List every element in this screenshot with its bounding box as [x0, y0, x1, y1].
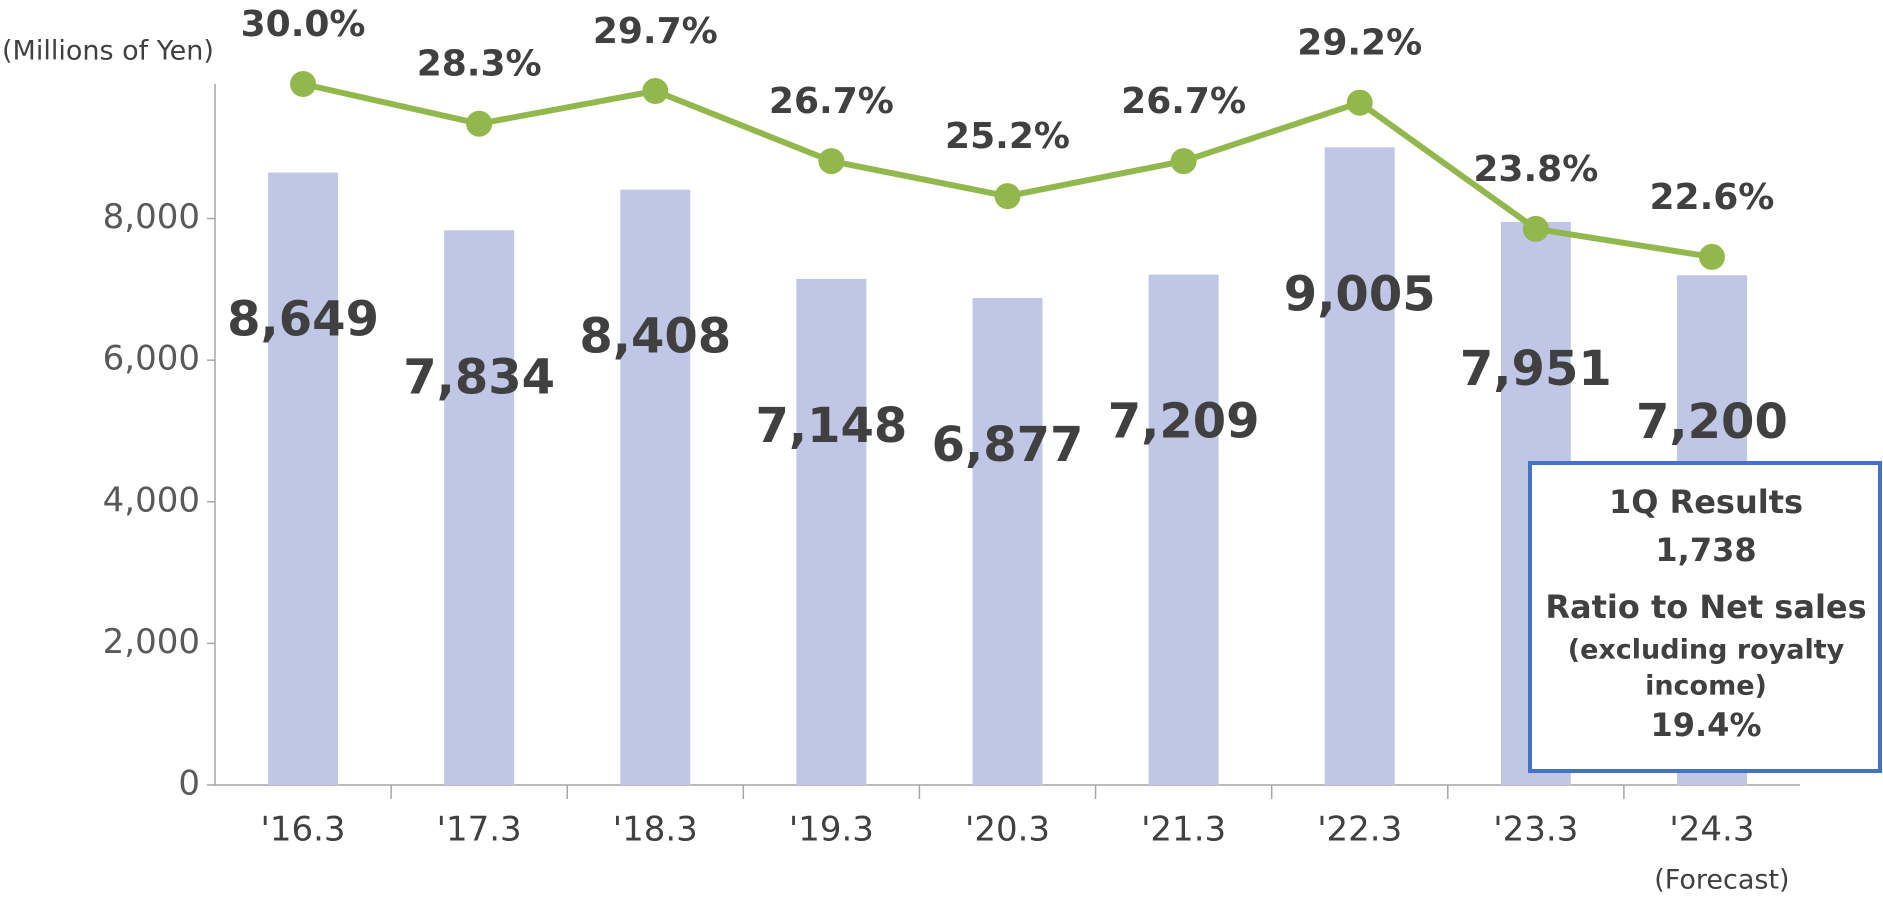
bar	[268, 172, 339, 785]
y-tick-label: 8,000	[103, 197, 200, 237]
inset-text: 19.4%	[1650, 706, 1761, 744]
line-label: 29.7%	[593, 11, 718, 52]
line-label: 22.6%	[1649, 177, 1774, 218]
line-label: 25.2%	[945, 116, 1070, 157]
bar	[796, 278, 867, 785]
line-point	[994, 183, 1021, 210]
category-note: (Forecast)	[1654, 865, 1789, 896]
inset-text: 1,738	[1655, 531, 1756, 569]
bar-label: 9,005	[1284, 266, 1436, 322]
inset-text: income)	[1645, 671, 1767, 702]
bar-label: 7,209	[1108, 394, 1260, 450]
line-label: 26.7%	[1121, 81, 1246, 122]
line-label: 29.2%	[1297, 23, 1422, 64]
y-tick-label: 2,000	[103, 622, 200, 662]
line-point	[642, 78, 669, 105]
line-label: 26.7%	[769, 81, 894, 122]
line-label: 30.0%	[241, 4, 366, 45]
bar-label: 7,834	[403, 349, 555, 405]
bar	[1324, 147, 1395, 785]
line-point	[1698, 243, 1725, 270]
line-label: 23.8%	[1473, 149, 1598, 190]
y-tick-label: 4,000	[103, 480, 200, 520]
bar	[620, 189, 691, 786]
inset-text: Ratio to Net sales	[1545, 588, 1866, 626]
y-tick-label: 0	[178, 764, 200, 804]
bar-label: 6,877	[932, 417, 1084, 473]
x-tick-label: '23.3	[1493, 810, 1578, 850]
x-tick-label: '22.3	[1317, 810, 1402, 850]
bar-label: 8,408	[579, 309, 731, 365]
x-tick-label: '17.3	[437, 810, 522, 850]
line-point	[290, 71, 317, 97]
line-point	[466, 110, 493, 137]
bar	[1148, 274, 1219, 785]
line-point	[818, 148, 845, 175]
line-point	[1170, 148, 1197, 175]
y-axis-label: (Millions of Yen)	[2, 36, 214, 67]
inset-box	[1528, 461, 1882, 773]
inset-text: 1Q Results	[1609, 483, 1803, 521]
bar-label: 7,148	[755, 398, 907, 454]
x-tick-label: '16.3	[261, 810, 346, 850]
bar-label: 8,649	[227, 292, 379, 348]
bar-label: 7,951	[1460, 341, 1612, 397]
line-label: 28.3%	[417, 44, 542, 85]
bar	[444, 230, 515, 785]
inset-text: (excluding royalty	[1568, 635, 1845, 666]
x-tick-label: '18.3	[613, 810, 698, 850]
bar-label: 7,200	[1636, 394, 1788, 450]
x-tick-label: '21.3	[1141, 810, 1226, 850]
line-point	[1522, 215, 1549, 242]
bar	[972, 298, 1043, 785]
y-tick-label: 6,000	[103, 339, 200, 379]
x-tick-label: '19.3	[789, 810, 874, 850]
x-tick-label: '20.3	[965, 810, 1050, 850]
line-point	[1346, 89, 1373, 116]
x-tick-label: '24.3	[1669, 810, 1754, 850]
